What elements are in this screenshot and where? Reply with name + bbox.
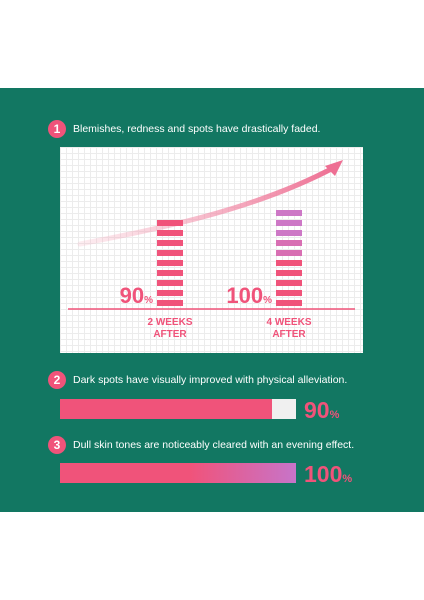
bar-0-stripe [157,280,183,286]
bar-0-stripe [157,290,183,296]
step-3-text: Dull skin tones are noticeably cleared w… [73,439,355,451]
bar-1-stripe [276,250,302,256]
bar-0-stripe [157,220,183,226]
step-1-text: Blemishes, redness and spots have drasti… [73,123,321,135]
step-2-number-badge: 2 [48,371,66,389]
step-3: 3 Dull skin tones are noticeably cleared… [48,436,354,454]
bar-0-stripe [157,230,183,236]
step-1: 1 Blemishes, redness and spots have dras… [48,120,320,138]
bar-1-stripe [276,220,302,226]
step-1-number-badge: 1 [48,120,66,138]
bar-0-stripe [157,300,183,306]
progress-bar-3 [60,463,296,483]
bar-1-value-label: 100% [226,283,272,308]
bar-0 [157,220,183,306]
bar-1-stripe [276,260,302,266]
bar-1-stripe [276,300,302,306]
progress-bar-2-percent: 90% [304,397,340,423]
progress-bar-3-fill [60,463,296,483]
trend-arrow [77,164,338,247]
step-3-number-badge: 3 [48,436,66,454]
bar-1 [276,210,302,306]
bar-chart: 90% 2 WEEKS AFTER 100% 4 WEEKS AFTER [68,160,355,340]
bar-1-stripe [276,210,302,216]
bar-0-stripe [157,270,183,276]
bar-0-stripe [157,240,183,246]
progress-bar-3-percent: 100% [304,461,353,487]
step-2-text: Dark spots have visually improved with p… [73,374,348,386]
bar-1-stripe [276,240,302,246]
bar-1-stripe [276,280,302,286]
bar-0-value-label: 90% [120,283,153,308]
step-2: 2 Dark spots have visually improved with… [48,371,347,389]
bar-0-stripe [157,260,183,266]
bar-1-stripe [276,230,302,236]
bar-0-stripe [157,250,183,256]
chart-area: 90% 2 WEEKS AFTER 100% 4 WEEKS AFTER [60,147,363,353]
category-label-0: 2 WEEKS AFTER [147,317,192,340]
progress-bar-2-fill [60,399,273,419]
trend-arrow-head [325,160,343,176]
bar-1-stripe [276,270,302,276]
progress-bar-2 [60,399,296,419]
category-label-1: 4 WEEKS AFTER [266,317,311,340]
bar-1-stripe [276,290,302,296]
